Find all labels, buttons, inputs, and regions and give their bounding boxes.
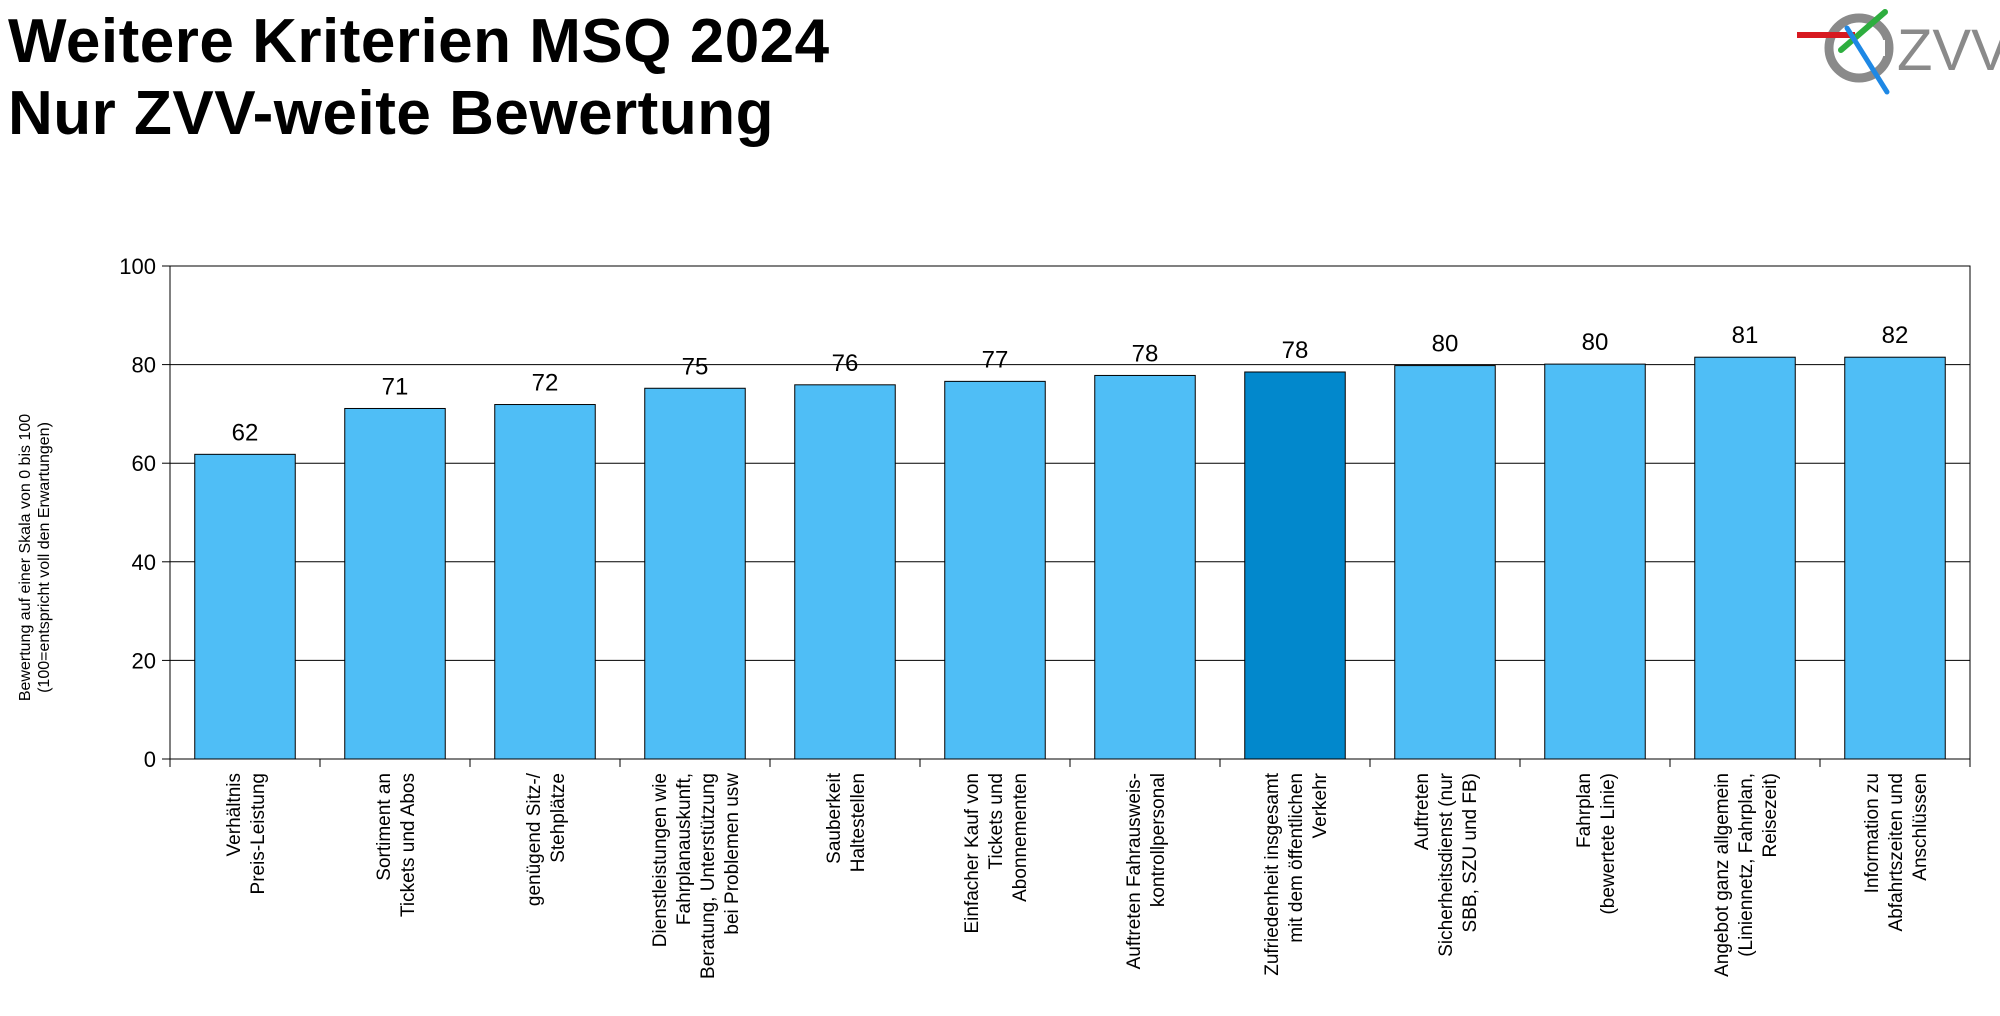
- bar: [644, 387, 746, 760]
- x-tick-label-line: Beratung, Unterstützung: [698, 773, 719, 979]
- gridlines: [170, 364, 1970, 661]
- y-axis-label: Bewertung auf einer Skala von 0 bis 100(…: [17, 414, 53, 701]
- zvv-logo-icon: ZVV: [1797, 9, 2000, 95]
- x-tick-label-line: Haltestellen: [848, 773, 869, 872]
- data-label: 62: [232, 419, 259, 446]
- bar: [1844, 356, 1946, 760]
- bar: [1394, 365, 1496, 760]
- bars: [194, 356, 1946, 760]
- y-tick-label: 40: [132, 550, 156, 575]
- x-tick-label: Einfacher Kauf von Tickets und Abonnemente…: [962, 773, 1031, 934]
- x-tick-label: genügend Sitz-/Stehplätze: [524, 772, 569, 906]
- x-tick-label-line: Abfahrtszeiten und: [1886, 773, 1907, 931]
- page-subtitle: Nur ZVV-weite Bewertung: [8, 79, 774, 148]
- x-tick-label: Auftreten Sicherheitsdienst (nur SBB, SZU …: [1412, 772, 1481, 956]
- bar: [944, 380, 1046, 760]
- x-tick-label-line: SBB, SZU und FB): [1460, 773, 1481, 932]
- x-tick-label-line: Angebot ganz allgemein: [1712, 773, 1733, 977]
- data-label: 80: [1432, 331, 1459, 358]
- bar: [1094, 374, 1196, 760]
- x-tick-label-line: Einfacher Kauf von: [962, 773, 983, 934]
- y-tick-label: 60: [132, 451, 156, 476]
- x-tick-label-line: kontrollpersonal: [1148, 773, 1169, 907]
- x-tick-label: Verhältnis Preis-Leistung: [224, 773, 269, 894]
- y-tick-label: 0: [144, 747, 156, 772]
- title-block: Weitere Kriterien MSQ 2024 Nur ZVV-weite…: [8, 6, 830, 150]
- x-tick-label-line: Zufriedenheit insgesamt: [1262, 772, 1283, 975]
- x-tick-label-line: Sortiment an: [374, 773, 395, 881]
- y-tick-labels: 0 20 40 60 80 100: [119, 254, 156, 772]
- x-tick-label-line: Fahrplan: [1574, 773, 1595, 848]
- x-tick-label-line: (bewertete Linie): [1598, 773, 1619, 915]
- x-tick-label-line: Verkehr: [1310, 772, 1331, 838]
- x-tick-label-line: Verhältnis: [224, 773, 245, 856]
- bar: [494, 404, 596, 760]
- data-label: 82: [1882, 322, 1909, 349]
- x-tick-label: Angebot ganz allgemein (Liniennetz, Fahrp…: [1712, 773, 1781, 977]
- x-tick-label: Sauberkeit Haltestellen: [824, 772, 869, 872]
- axes: [162, 265, 1971, 767]
- x-tick-label-line: Auftreten Fahrausweis-: [1124, 773, 1145, 969]
- category-labels: Verhältnis Preis-Leistung Sortiment an Tick…: [224, 772, 1931, 979]
- x-tick-label-line: mit dem öffentlichen: [1286, 773, 1307, 943]
- x-tick-label-line: bei Problemen usw: [722, 773, 743, 935]
- y-tick-label: 100: [119, 254, 156, 279]
- x-tick-label-line: Auftreten: [1412, 773, 1433, 850]
- y-axis-label-line: (100=entspricht voll den Erwartungen): [36, 422, 53, 693]
- x-tick-label-line: Preis-Leistung: [248, 773, 269, 894]
- x-tick-label: Information zu Abfahrtszeiten und Anschlüs…: [1862, 773, 1931, 931]
- x-tick-label: Dienstleistungen wie Fahrplanauskunft, Ber…: [650, 773, 743, 979]
- page-title: Weitere Kriterien MSQ 2024: [8, 7, 830, 76]
- x-tick-label-line: Sauberkeit: [824, 772, 845, 864]
- bar: [794, 384, 896, 760]
- x-tick-label-line: (Liniennetz, Fahrplan,: [1736, 773, 1757, 957]
- x-tick-label-line: Tickets und: [986, 773, 1007, 869]
- x-tick-label: Fahrplan (bewertete Linie): [1574, 773, 1619, 915]
- data-label: 78: [1132, 340, 1159, 367]
- data-label: 80: [1582, 329, 1609, 356]
- x-tick-label-line: Fahrplanauskunft,: [674, 773, 695, 925]
- bar: [1544, 363, 1646, 760]
- x-tick-label: Zufriedenheit insgesamt mit dem öffentlic…: [1262, 772, 1331, 975]
- bar: [1694, 356, 1796, 760]
- y-axis-label-text: Bewertung auf einer Skala von 0 bis 100(…: [17, 414, 53, 701]
- data-label: 81: [1732, 322, 1759, 349]
- data-label: 78: [1282, 337, 1309, 364]
- x-tick-label-line: Abonnementen: [1010, 773, 1031, 902]
- x-tick-label: Sortiment an Tickets und Abos: [374, 773, 419, 917]
- x-tick-label: Auftreten Fahrausweis-kontrollpersonal: [1124, 773, 1169, 969]
- y-axis-label-line: Bewertung auf einer Skala von 0 bis 100: [17, 414, 34, 701]
- x-tick-label-line: Anschlüssen: [1910, 773, 1931, 881]
- x-tick-label-line: Information zu: [1862, 773, 1883, 893]
- data-label: 75: [682, 353, 709, 380]
- data-label: 71: [382, 373, 409, 400]
- x-tick-label-line: Stehplätze: [548, 773, 569, 863]
- x-tick-label-line: Tickets und Abos: [398, 773, 419, 917]
- y-tick-label: 80: [132, 353, 156, 378]
- bar: [344, 407, 446, 760]
- data-label: 76: [832, 350, 859, 377]
- x-tick-label-line: Dienstleistungen wie: [650, 773, 671, 947]
- y-tick-label: 20: [132, 648, 156, 673]
- data-label: 72: [532, 370, 559, 397]
- x-tick-label-line: genügend Sitz-/: [524, 772, 545, 906]
- logo-text: ZVV: [1897, 18, 2000, 83]
- bar: [1244, 371, 1346, 760]
- bar: [194, 453, 296, 760]
- data-label: 77: [982, 346, 1009, 373]
- x-tick-label-line: Sicherheitsdienst (nur: [1436, 772, 1457, 956]
- value-labels: 62 71 72 75 76 77 78 78 80 80 81 82: [232, 322, 1909, 446]
- x-tick-label-line: Reisezeit): [1760, 773, 1781, 857]
